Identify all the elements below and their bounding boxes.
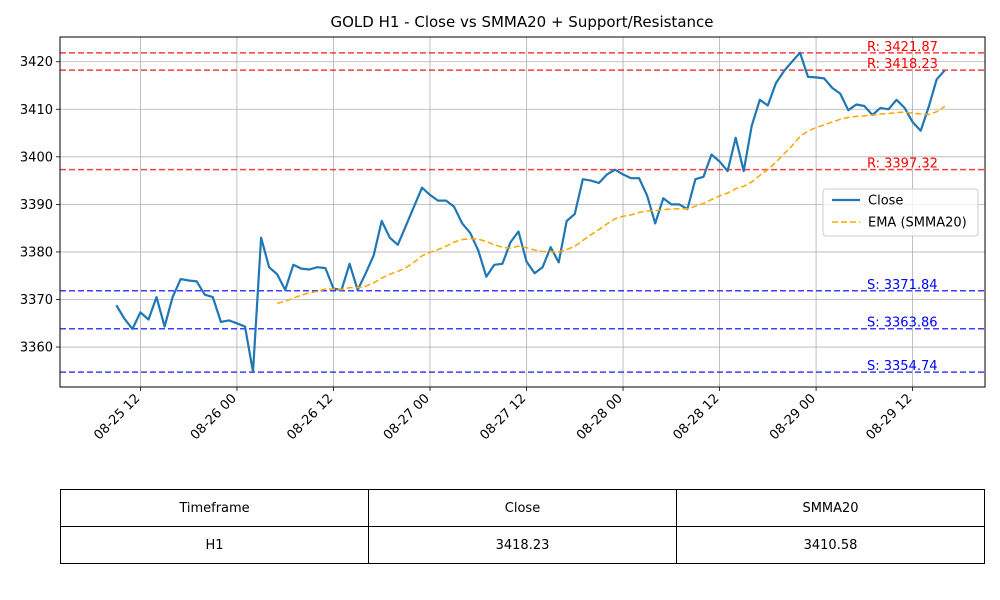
table-cell: 3418.23 [368, 526, 677, 564]
y-tick-label: 3400 [20, 150, 53, 165]
support-resistance-levels: R: 3421.87 R: 3418.23 R: 3397.32 S: 3371.84… [60, 40, 985, 374]
legend-box [822, 188, 979, 237]
y-tick-label: 3380 [20, 245, 53, 260]
table-header-cell: SMMA20 [676, 489, 985, 527]
chart-figure: GOLD H1 - Close vs SMMA20 + Support/Resi… [20, 13, 986, 443]
y-axis: 3360 3370 3380 3390 3400 3410 3420 [20, 55, 60, 356]
support-level-label: S: 3371.84 [867, 278, 938, 293]
table-header-cell: Timeframe [60, 489, 369, 527]
y-tick-label: 3410 [20, 103, 53, 118]
x-tick-label: 08-25 12 [91, 391, 143, 443]
y-tick-label: 3370 [20, 293, 53, 308]
plot-area-frame [59, 36, 986, 388]
legend-label: EMA (SMMA20) [868, 216, 967, 231]
resistance-level-label: R: 3418.23 [867, 57, 938, 72]
support-level-label: S: 3363.86 [867, 316, 938, 331]
x-tick-label: 08-28 12 [670, 391, 722, 443]
legend: Close EMA (SMMA20) [822, 188, 979, 237]
support-level-label: S: 3354.74 [867, 359, 938, 374]
table-row: H1 3418.23 3410.58 [60, 526, 985, 564]
x-tick-label: 08-27 12 [477, 391, 529, 443]
table-header-cell: Close [368, 489, 677, 527]
table-cell: H1 [60, 526, 369, 564]
x-tick-label: 08-26 00 [188, 391, 240, 443]
legend-label: Close [868, 194, 903, 209]
y-tick-label: 3390 [20, 198, 53, 213]
summary-table: Timeframe Close SMMA20 H1 3418.23 3410.5… [60, 489, 985, 564]
y-tick-label: 3420 [20, 55, 53, 70]
table-cell: 3410.58 [676, 526, 985, 564]
table-header-row: Timeframe Close SMMA20 [60, 489, 985, 527]
x-axis: 08-25 12 08-26 00 08-26 12 08-27 00 08-27 12… [91, 387, 915, 443]
x-tick-label: 08-28 00 [574, 391, 626, 443]
x-tick-label: 08-29 12 [863, 391, 915, 443]
chart-title: GOLD H1 - Close vs SMMA20 + Support/Resi… [330, 13, 713, 31]
series-line-close [115, 51, 946, 373]
resistance-level-label: R: 3421.87 [867, 40, 938, 55]
resistance-level-label: R: 3397.32 [867, 157, 938, 172]
x-tick-label: 08-26 12 [284, 391, 336, 443]
series-lines [115, 51, 946, 373]
y-tick-label: 3360 [20, 341, 53, 356]
x-tick-label: 08-27 00 [381, 391, 433, 443]
x-tick-label: 08-29 00 [767, 391, 819, 443]
